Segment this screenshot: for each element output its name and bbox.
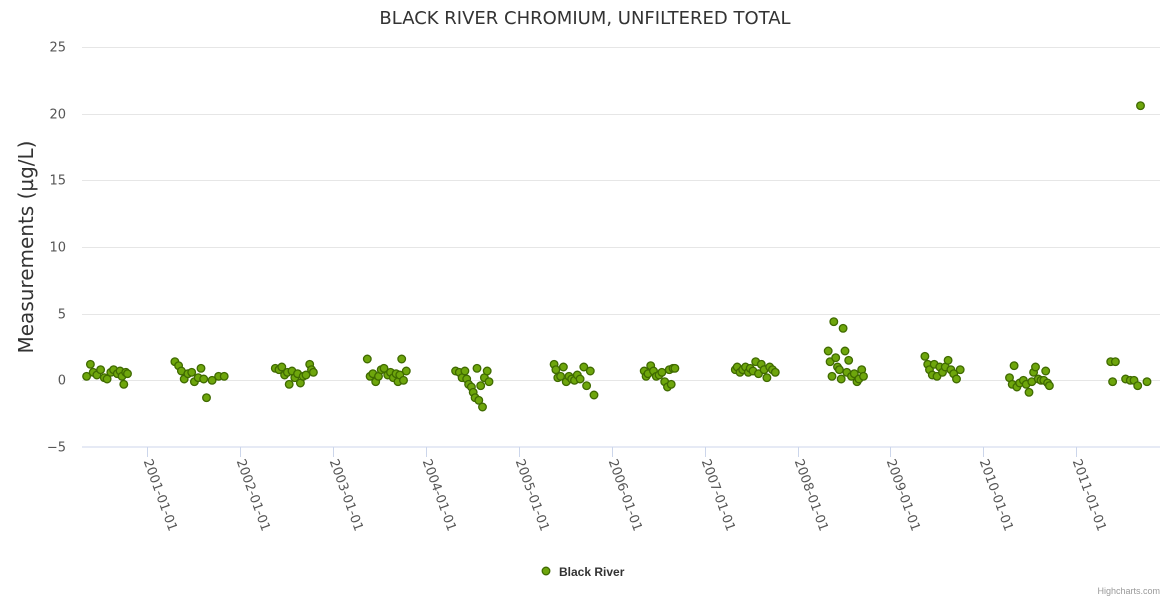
- data-point[interactable]: [472, 363, 482, 373]
- data-point[interactable]: [838, 323, 848, 333]
- data-point[interactable]: [123, 369, 132, 379]
- data-point[interactable]: [579, 362, 589, 372]
- data-point[interactable]: [840, 346, 850, 356]
- x-tick-label: 2011-01-01: [1069, 457, 1109, 533]
- chart-title: BLACK RIVER CHROMIUM, UNFILTERED TOTAL: [379, 8, 790, 29]
- data-point[interactable]: [219, 371, 229, 381]
- data-point[interactable]: [955, 365, 965, 375]
- data-point[interactable]: [308, 367, 318, 377]
- data-point[interactable]: [1044, 381, 1054, 391]
- x-tick-label: 2002-01-01: [233, 457, 273, 533]
- x-tick-label: 2007-01-01: [698, 457, 738, 533]
- x-tick-label: 2006-01-01: [605, 457, 645, 533]
- data-point[interactable]: [379, 363, 389, 373]
- y-tick-label: 10: [49, 241, 66, 256]
- legend-marker[interactable]: [541, 566, 551, 576]
- data-point[interactable]: [102, 374, 112, 384]
- data-point[interactable]: [831, 353, 841, 363]
- data-point[interactable]: [585, 366, 595, 376]
- y-tick-label: 25: [49, 41, 66, 56]
- grid-lines: [82, 47, 1160, 381]
- data-point[interactable]: [482, 366, 492, 376]
- data-point[interactable]: [762, 373, 772, 383]
- legend[interactable]: Black River: [541, 565, 625, 579]
- data-point[interactable]: [827, 371, 837, 381]
- data-point[interactable]: [575, 374, 585, 384]
- data-point[interactable]: [362, 354, 372, 364]
- data-point[interactable]: [952, 374, 961, 384]
- data-point[interactable]: [474, 395, 484, 405]
- data-point[interactable]: [657, 367, 667, 377]
- data-point[interactable]: [920, 351, 930, 361]
- x-tick-label: 2001-01-01: [140, 457, 180, 533]
- data-point[interactable]: [399, 375, 408, 385]
- data-point[interactable]: [85, 359, 95, 369]
- data-point[interactable]: [836, 374, 846, 384]
- data-point[interactable]: [1108, 377, 1118, 387]
- data-point[interactable]: [551, 365, 561, 375]
- y-tick-label: 20: [49, 108, 66, 123]
- y-tick-label: 0: [58, 374, 66, 389]
- data-point[interactable]: [96, 365, 106, 375]
- data-point[interactable]: [1024, 387, 1034, 397]
- y-tick-label: 15: [49, 174, 66, 189]
- data-point[interactable]: [476, 381, 486, 391]
- data-point[interactable]: [187, 367, 197, 377]
- data-point[interactable]: [582, 381, 592, 391]
- data-point[interactable]: [1031, 362, 1040, 372]
- data-point[interactable]: [460, 366, 470, 376]
- data-point[interactable]: [401, 366, 411, 376]
- credits-link[interactable]: Highcharts.com: [1097, 586, 1160, 596]
- data-point[interactable]: [207, 375, 217, 385]
- data-point[interactable]: [119, 379, 129, 389]
- data-point[interactable]: [1009, 361, 1019, 371]
- data-point[interactable]: [823, 346, 833, 356]
- data-point[interactable]: [301, 370, 311, 380]
- data-point[interactable]: [670, 363, 680, 373]
- data-point[interactable]: [1041, 366, 1051, 376]
- data-point[interactable]: [943, 355, 953, 365]
- data-point[interactable]: [284, 379, 294, 389]
- data-point[interactable]: [1133, 381, 1143, 391]
- data-point[interactable]: [770, 367, 780, 377]
- x-tick-label: 2004-01-01: [419, 457, 459, 533]
- data-point[interactable]: [199, 374, 209, 384]
- data-point[interactable]: [277, 362, 287, 372]
- data-point[interactable]: [859, 371, 868, 381]
- data-point[interactable]: [666, 379, 676, 389]
- series-black-river[interactable]: [82, 101, 1152, 412]
- legend-label-black-river[interactable]: Black River: [559, 565, 625, 579]
- data-point[interactable]: [484, 377, 494, 387]
- y-axis-label: Measurements (µg/L): [14, 141, 38, 354]
- x-tick-label: 2009-01-01: [883, 457, 923, 533]
- x-tick-label: 2005-01-01: [512, 457, 552, 533]
- data-point[interactable]: [196, 363, 206, 373]
- data-point[interactable]: [397, 354, 407, 364]
- x-tick-label: 2003-01-01: [326, 457, 366, 533]
- data-point[interactable]: [589, 390, 599, 400]
- x-tick-label: 2008-01-01: [791, 457, 831, 533]
- x-tick-label: 2010-01-01: [976, 457, 1016, 533]
- data-point[interactable]: [834, 365, 844, 375]
- data-point[interactable]: [829, 317, 839, 327]
- y-tick-label: −5: [47, 441, 66, 456]
- data-point[interactable]: [82, 371, 92, 381]
- data-point[interactable]: [1142, 377, 1152, 387]
- data-point[interactable]: [556, 371, 566, 381]
- y-tick-label: 5: [58, 308, 66, 323]
- data-point[interactable]: [1110, 357, 1120, 367]
- data-point[interactable]: [1136, 101, 1145, 111]
- data-point[interactable]: [844, 355, 854, 365]
- x-axis-ticks: 2001-01-01 2002-01-01 2003-01-01 2004-01-01…: [140, 447, 1109, 533]
- data-point[interactable]: [558, 362, 568, 372]
- data-point[interactable]: [202, 393, 211, 403]
- data-point[interactable]: [478, 402, 487, 412]
- y-axis-ticks: 25 20 15 10 5 0 −5: [47, 41, 66, 456]
